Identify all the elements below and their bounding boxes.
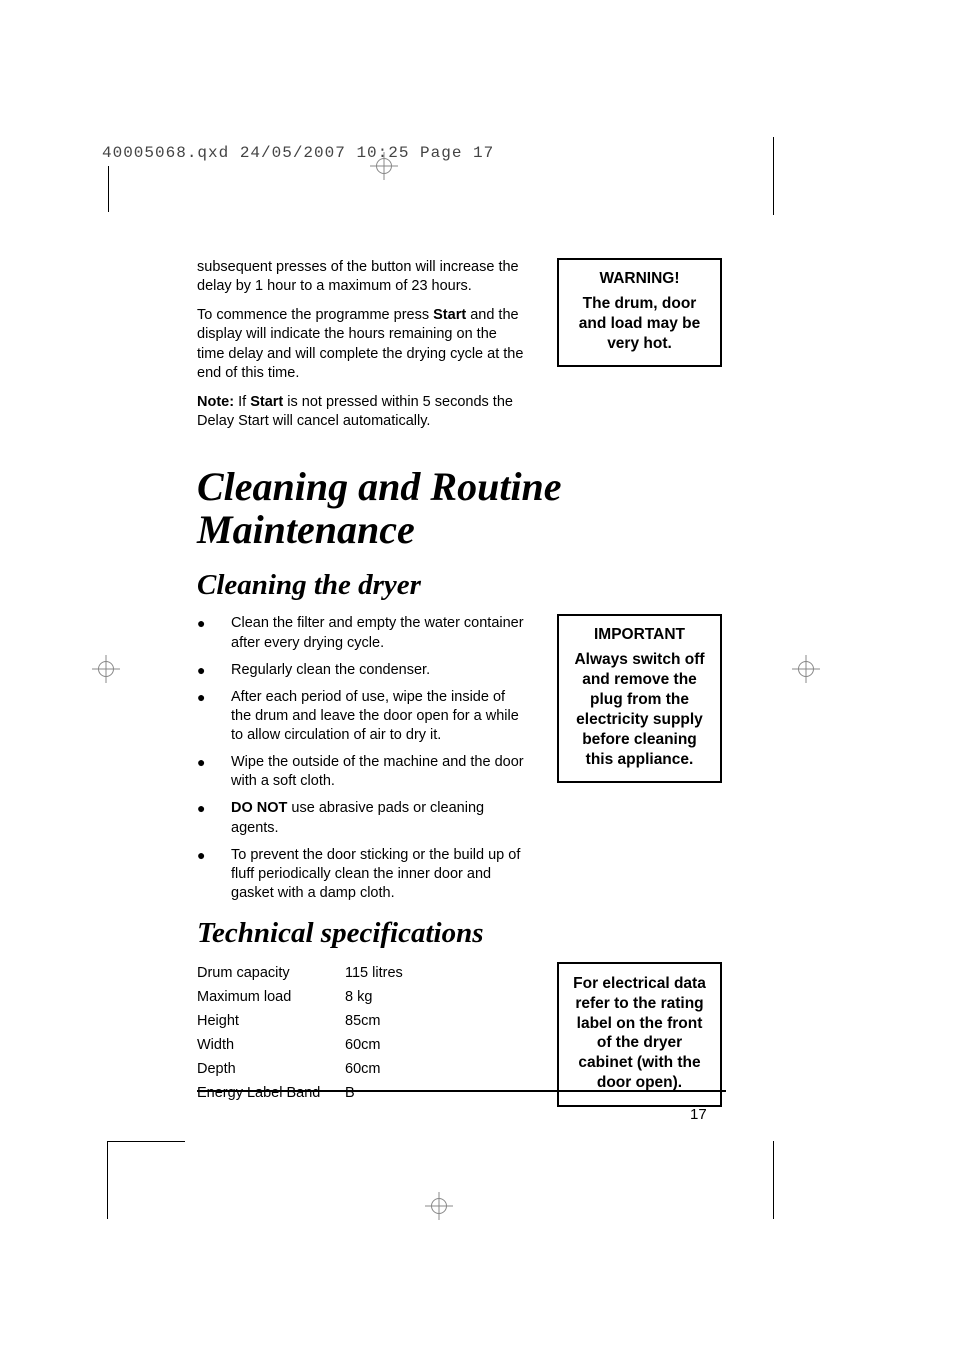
page-title: Cleaning and Routine Maintenance <box>197 465 726 551</box>
footer-rule <box>197 1090 726 1092</box>
cleaning-row: ●Clean the filter and empty the water co… <box>197 614 726 911</box>
crop-mark <box>107 1141 108 1219</box>
bullet-icon: ● <box>197 846 231 903</box>
electrical-data-callout: For electrical data refer to the rating … <box>557 962 722 1107</box>
list-item: ●Clean the filter and empty the water co… <box>197 614 527 652</box>
intro-row: subsequent presses of the button will in… <box>197 258 726 441</box>
page-number: 17 <box>690 1106 707 1123</box>
bold-text: Note: <box>197 394 234 410</box>
spec-label: Energy Label Band <box>197 1082 345 1106</box>
list-item: ●After each period of use, wipe the insi… <box>197 688 527 745</box>
spec-value: 115 litres <box>345 962 403 986</box>
bold-text: Start <box>250 394 283 410</box>
list-item: ●Regularly clean the condenser. <box>197 661 527 680</box>
text: To commence the programme press <box>197 307 433 323</box>
callout-body: Always switch off and remove the plug fr… <box>569 650 710 769</box>
text: If <box>234 394 250 410</box>
spec-value: 85cm <box>345 1010 403 1034</box>
specs-values: 115 litres8 kg85cm60cm60cmB <box>345 962 403 1106</box>
intro-paragraph: To commence the programme press Start an… <box>197 306 527 383</box>
list-item-text: Clean the filter and empty the water con… <box>231 614 527 652</box>
list-item: ●DO NOT use abrasive pads or cleaning ag… <box>197 799 527 837</box>
bullet-icon: ● <box>197 614 231 652</box>
specs-table: Drum capacityMaximum loadHeightWidthDept… <box>197 962 527 1106</box>
spec-label: Width <box>197 1034 345 1058</box>
callout-title: IMPORTANT <box>569 626 710 644</box>
list-item-text: Wipe the outside of the machine and the … <box>231 753 527 791</box>
specs-labels: Drum capacityMaximum loadHeightWidthDept… <box>197 962 345 1106</box>
crop-mark <box>108 166 109 212</box>
callout-body: The drum, door and load may be very hot. <box>569 294 710 353</box>
specs-row: Drum capacityMaximum loadHeightWidthDept… <box>197 962 726 1107</box>
list-item: ●To prevent the door sticking or the bui… <box>197 846 527 903</box>
crop-mark <box>773 137 774 215</box>
spec-label: Height <box>197 1010 345 1034</box>
important-callout: IMPORTANT Always switch off and remove t… <box>557 614 722 783</box>
printer-metadata-header: 40005068.qxd 24/05/2007 10:25 Page 17 <box>102 144 494 162</box>
intro-callout-column: WARNING! The drum, door and load may be … <box>553 258 726 441</box>
spec-value: 60cm <box>345 1034 403 1058</box>
spec-value: 60cm <box>345 1058 403 1082</box>
spec-value: B <box>345 1082 403 1106</box>
list-item: ●Wipe the outside of the machine and the… <box>197 753 527 791</box>
warning-callout: WARNING! The drum, door and load may be … <box>557 258 722 367</box>
list-item-text: Regularly clean the condenser. <box>231 661 527 680</box>
bold-text: DO NOT <box>231 800 287 816</box>
callout-title: WARNING! <box>569 270 710 288</box>
bold-text: Start <box>433 307 466 323</box>
spec-label: Maximum load <box>197 986 345 1010</box>
registration-mark-icon <box>370 152 398 180</box>
bullet-icon: ● <box>197 661 231 680</box>
spec-label: Drum capacity <box>197 962 345 986</box>
spec-value: 8 kg <box>345 986 403 1010</box>
crop-mark <box>773 1141 774 1219</box>
callout-body: For electrical data refer to the rating … <box>569 974 710 1093</box>
intro-text-column: subsequent presses of the button will in… <box>197 258 527 441</box>
bullet-icon: ● <box>197 688 231 745</box>
cleaning-callout-column: IMPORTANT Always switch off and remove t… <box>553 614 726 911</box>
registration-mark-icon <box>92 655 120 683</box>
registration-mark-icon <box>425 1192 453 1220</box>
section-heading-cleaning: Cleaning the dryer <box>197 569 726 602</box>
bullet-icon: ● <box>197 753 231 791</box>
list-item-text: To prevent the door sticking or the buil… <box>231 846 527 903</box>
crop-mark <box>107 1141 185 1142</box>
bullet-icon: ● <box>197 799 231 837</box>
intro-paragraph: Note: If Start is not pressed within 5 s… <box>197 393 527 431</box>
specs-table-column: Drum capacityMaximum loadHeightWidthDept… <box>197 962 527 1107</box>
specs-callout-column: For electrical data refer to the rating … <box>553 962 726 1107</box>
intro-paragraph: subsequent presses of the button will in… <box>197 258 527 296</box>
cleaning-bullets-column: ●Clean the filter and empty the water co… <box>197 614 527 911</box>
spec-label: Depth <box>197 1058 345 1082</box>
registration-mark-icon <box>792 655 820 683</box>
list-item-text: DO NOT use abrasive pads or cleaning age… <box>231 799 527 837</box>
cleaning-bullet-list: ●Clean the filter and empty the water co… <box>197 614 527 903</box>
section-heading-specs: Technical specifications <box>197 917 726 950</box>
list-item-text: After each period of use, wipe the insid… <box>231 688 527 745</box>
page-content: subsequent presses of the button will in… <box>197 258 726 1107</box>
